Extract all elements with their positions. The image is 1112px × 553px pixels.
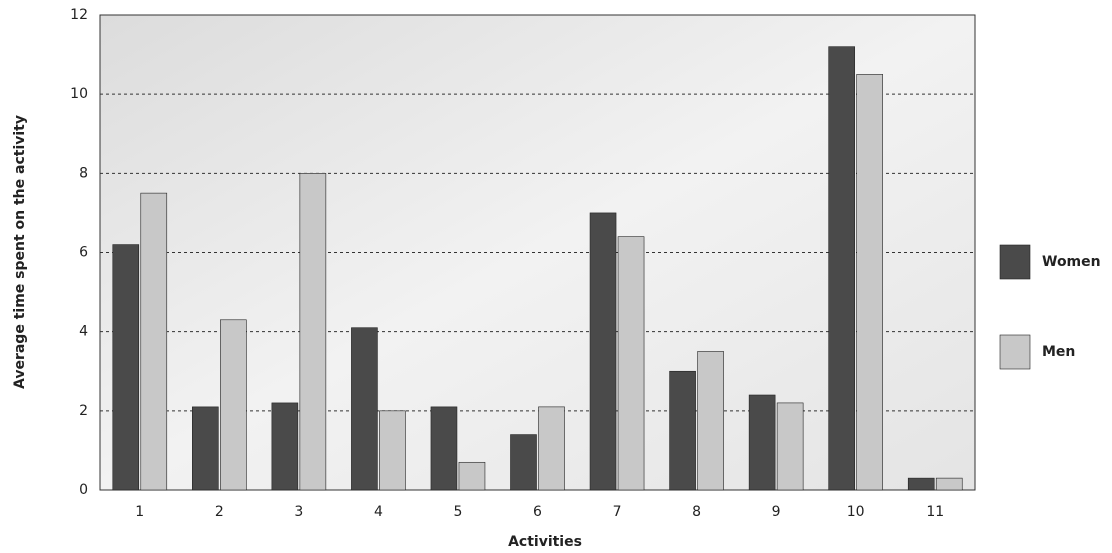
bar <box>538 406 565 491</box>
bar <box>589 212 617 491</box>
bar <box>697 351 724 491</box>
bar <box>430 406 458 491</box>
x-tick-label: 10 <box>847 504 865 520</box>
legend-swatch <box>999 334 1031 370</box>
x-tick-label: 1 <box>135 504 144 520</box>
y-tick-label: 0 <box>79 482 88 498</box>
x-tick-label: 5 <box>453 504 462 520</box>
bar <box>776 402 804 491</box>
bar <box>935 477 963 491</box>
bar <box>220 319 247 491</box>
x-axis-title: Activities <box>508 534 582 550</box>
y-tick-label: 6 <box>79 245 88 261</box>
bar <box>748 394 776 491</box>
bar <box>299 173 327 491</box>
y-tick-label: 8 <box>79 165 88 181</box>
x-tick-label: 11 <box>926 504 944 520</box>
x-tick-label: 6 <box>533 504 542 520</box>
x-tick-label: 2 <box>215 504 224 520</box>
y-tick-label: 12 <box>70 7 88 23</box>
y-tick-label: 4 <box>79 324 88 340</box>
bar <box>617 236 645 491</box>
legend-swatch <box>999 244 1031 280</box>
x-tick-label: 7 <box>613 504 622 520</box>
bar <box>192 406 219 491</box>
bar <box>351 327 378 491</box>
bar <box>379 410 406 491</box>
bar <box>669 370 696 491</box>
bar <box>458 461 486 491</box>
bar <box>140 192 168 491</box>
y-tick-label: 2 <box>79 403 88 419</box>
x-tick-label: 9 <box>772 504 781 520</box>
legend-label: Men <box>1042 344 1075 360</box>
y-axis-title: Average time spent on the activity <box>12 115 28 389</box>
legend-label: Women <box>1042 254 1101 270</box>
y-tick-label: 10 <box>70 86 88 102</box>
bar <box>856 74 883 491</box>
x-tick-label: 8 <box>692 504 701 520</box>
bar <box>271 402 299 491</box>
bar <box>510 434 537 491</box>
bar <box>907 477 935 491</box>
x-tick-label: 3 <box>294 504 303 520</box>
x-tick-label: 4 <box>374 504 383 520</box>
bar <box>828 46 855 491</box>
bar <box>112 244 140 491</box>
